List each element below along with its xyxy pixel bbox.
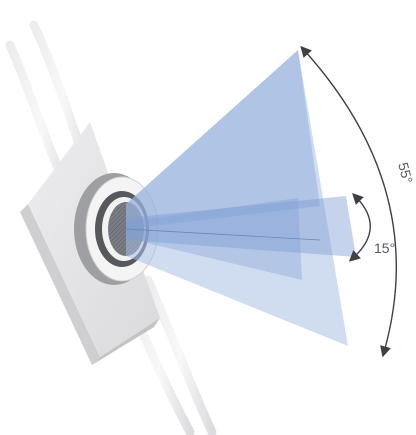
narrow-angle-label: 15°	[374, 240, 395, 256]
narrow-angle-arc	[353, 197, 370, 258]
wide-angle-label: 55°	[395, 161, 416, 186]
